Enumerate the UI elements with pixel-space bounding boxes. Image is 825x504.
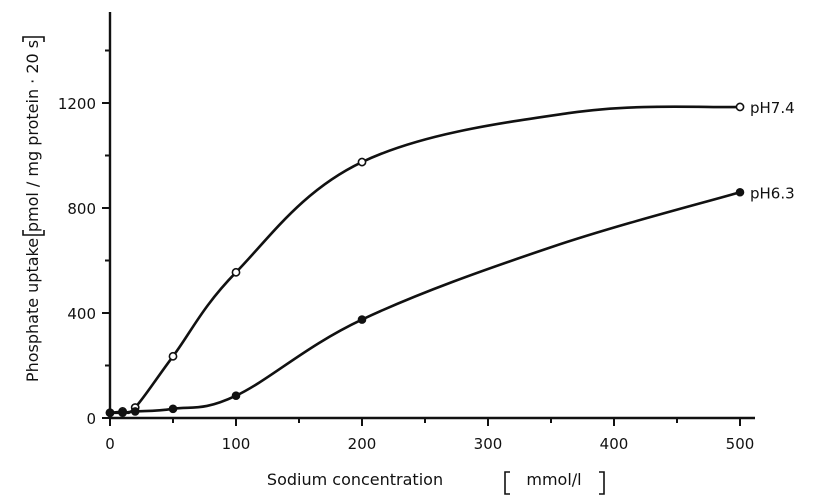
x-tick-label: 200 [348, 435, 377, 453]
x-tick-label: 0 [105, 435, 115, 453]
y-axis-title-group: Phosphate uptake pmol / mg protein · 20 … [22, 36, 45, 382]
points [105, 102, 745, 418]
series-label: pH7.4 [750, 99, 795, 117]
y-axis-unit-bracket-left [22, 230, 45, 236]
x-tick-label: 300 [474, 435, 503, 453]
x-axis-title: Sodium concentration [267, 470, 443, 489]
data-point-open [357, 157, 367, 167]
y-axis-unit-bracket-right [22, 36, 45, 42]
x-axis-unit-bracket-right [599, 471, 605, 495]
y-axis-title: Phosphate uptake [23, 238, 42, 382]
y-tick-label: 1200 [58, 95, 96, 113]
data-point-open [735, 102, 745, 112]
data-point-open [231, 267, 241, 277]
series-line-pH6-3 [108, 190, 742, 415]
ticks: 0 100 200 300 400 500 0 400 800 1200 [58, 49, 755, 453]
data-point-filled [735, 187, 745, 197]
x-axis-unit: mmol/l [526, 470, 581, 489]
x-tick-label: 100 [222, 435, 251, 453]
data-point-open [168, 351, 178, 361]
x-tick-label: 500 [726, 435, 755, 453]
data-point-filled [105, 408, 115, 418]
y-tick-label: 800 [67, 200, 96, 218]
x-tick-label: 400 [600, 435, 629, 453]
y-axis-unit: pmol / mg protein · 20 s [23, 40, 42, 232]
y-tick-label: 400 [67, 305, 96, 323]
data-point-filled [118, 408, 127, 418]
data-point-filled [231, 391, 241, 400]
data-point-filled [168, 404, 178, 414]
data-point-filled [130, 407, 140, 416]
axes [108, 12, 755, 420]
y-tick-label: 0 [86, 410, 96, 428]
x-axis-unit-bracket-left [504, 471, 510, 495]
data-point-filled [357, 315, 367, 324]
series-label: pH6.3 [750, 184, 795, 202]
series-labels: pH7.4 pH6.3 [750, 99, 795, 202]
curves [108, 105, 742, 415]
series-line-pH7-4 [108, 105, 742, 415]
